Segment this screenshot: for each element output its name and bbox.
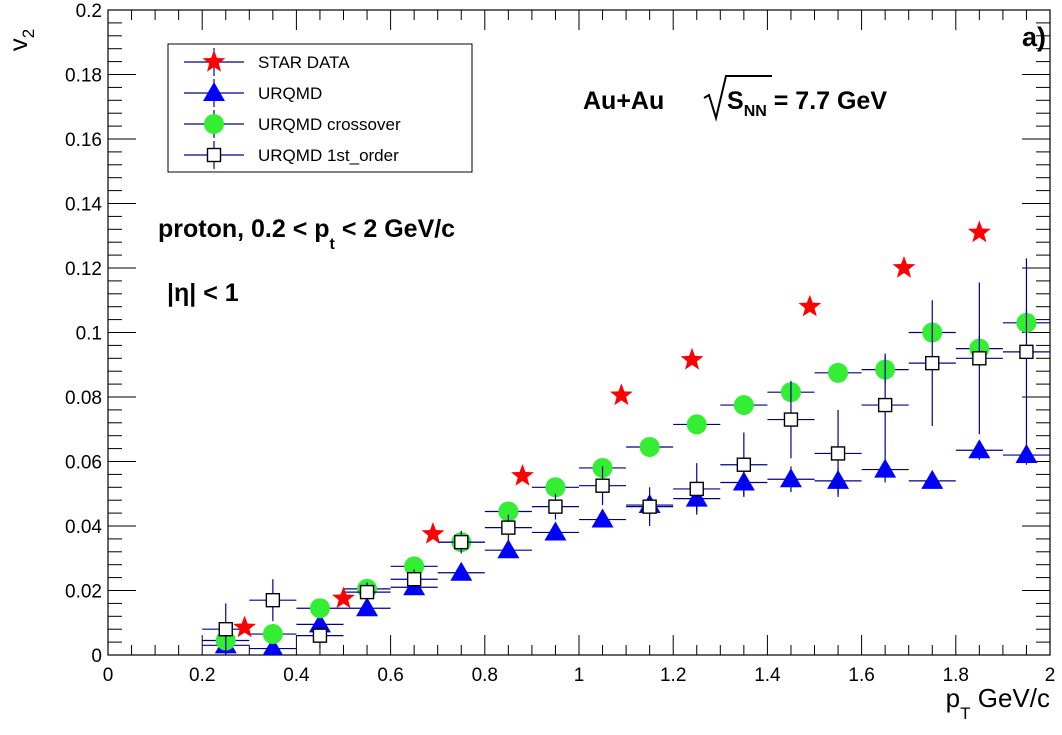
x-tick-label: 0.8 (472, 665, 498, 686)
data-point (497, 539, 520, 559)
data-point (830, 446, 846, 461)
data-point (406, 572, 422, 587)
data-point (828, 362, 849, 383)
x-tick-label: 2 (1045, 665, 1056, 686)
x-tick-label: 1.8 (943, 665, 969, 686)
data-point (921, 469, 944, 489)
y-tick-label: 0.08 (65, 388, 102, 409)
data-marks (202, 220, 1050, 655)
data-point (892, 256, 916, 278)
data-point (595, 478, 610, 493)
data-point (877, 397, 893, 413)
legend-marker (202, 50, 226, 72)
data-point (309, 598, 330, 619)
data-point (609, 383, 633, 406)
svg-text:Au+Au: Au+Au (583, 87, 664, 115)
data-point (591, 508, 614, 528)
data-point (689, 481, 704, 497)
x-tick-label: 1.6 (848, 665, 874, 686)
series-urqmd (202, 439, 1050, 655)
legend-label: URQMD 1st_order (258, 146, 399, 165)
y-tick-label: 0.18 (65, 66, 102, 87)
y-tick-label: 0.04 (65, 517, 102, 538)
x-tick-label: 0.6 (377, 665, 403, 686)
collision-system-annotation: Au+Au SNN = 7.7 GeV (583, 75, 887, 122)
legend-entry: URQMD 1st_order (184, 141, 399, 169)
axis-tick-labels: 0 0.2 0.4 0.6 0.8 1 1.2 1.4 1.6 1.8 2 0 0.02 0.04 0.06… (65, 1, 1055, 686)
y-tick-label: 0.06 (65, 453, 102, 474)
legend: STAR DATA URQMD URQMD crossover URQMD 1st_o… (167, 43, 473, 173)
y-tick-label: 0.1 (76, 324, 102, 345)
data-point (783, 412, 799, 427)
data-point (312, 628, 328, 643)
y-tick-label: 0.16 (65, 130, 102, 151)
data-point (233, 615, 256, 638)
series-urqmd-1st-order (202, 258, 1050, 655)
data-point (332, 586, 355, 609)
y-tick-label: 0.02 (65, 582, 102, 603)
data-point (680, 347, 704, 370)
data-point (404, 556, 425, 577)
svg-text:SNN = 7.7 GeV: SNN = 7.7 GeV (727, 87, 887, 120)
y-axis-title: v2 (3, 29, 38, 51)
data-point (925, 355, 940, 371)
data-point (874, 458, 897, 478)
legend-entry: URQMD (184, 79, 322, 107)
y-tick-label: 0.2 (76, 1, 102, 22)
particle-cut-annotation: proton, 0.2 < pt < 2 GeV/c (158, 215, 455, 253)
data-point (968, 439, 991, 459)
y-tick-label: 0 (91, 646, 102, 667)
data-point (1019, 344, 1034, 360)
x-tick-label: 1.4 (754, 665, 781, 686)
data-point (454, 534, 469, 550)
data-point (686, 414, 707, 435)
data-point (511, 464, 534, 486)
x-tick-label: 0 (103, 665, 114, 686)
eta-cut-annotation: |η| < 1 (167, 279, 239, 307)
data-point (265, 592, 281, 608)
data-point (421, 522, 445, 544)
legend-label: STAR DATA (258, 53, 350, 72)
data-point (218, 622, 233, 637)
data-point (736, 457, 752, 472)
data-point (967, 220, 991, 243)
data-point (356, 597, 379, 617)
legend-entry: URQMD crossover (184, 110, 401, 138)
legend-marker (203, 82, 225, 101)
data-point (544, 521, 567, 541)
data-point (798, 294, 822, 317)
x-tick-label: 1.2 (660, 665, 686, 686)
y-tick-label: 0.14 (65, 195, 102, 216)
data-point (498, 501, 519, 522)
x-tick-label: 0.4 (283, 665, 310, 686)
data-point (450, 561, 473, 581)
data-point (733, 395, 754, 416)
data-point (642, 499, 657, 514)
data-point (262, 624, 283, 645)
data-point (262, 637, 283, 655)
data-point (639, 436, 660, 457)
data-point (779, 468, 802, 488)
legend-label: URQMD (258, 84, 322, 103)
legend-marker (204, 114, 224, 134)
data-point (501, 520, 516, 535)
series-star-data (233, 220, 991, 638)
legend-marker (206, 147, 222, 163)
legend-entry: STAR DATA (184, 48, 350, 76)
panel-label: a) (1022, 22, 1046, 52)
x-tick-label: 0.2 (189, 665, 215, 686)
data-point (972, 351, 987, 366)
sqrt-symbol (703, 75, 772, 122)
data-point (545, 477, 566, 498)
data-point (359, 584, 375, 600)
data-point (1015, 444, 1038, 464)
x-tick-label: 1 (574, 665, 585, 686)
data-point (548, 499, 563, 514)
x-axis-title: pT GeV/c (946, 683, 1050, 723)
y-tick-label: 0.12 (65, 259, 102, 280)
axis-ticks (107, 9, 1051, 656)
series-urqmd-crossover (202, 309, 1050, 651)
legend-label: URQMD crossover (258, 115, 401, 134)
